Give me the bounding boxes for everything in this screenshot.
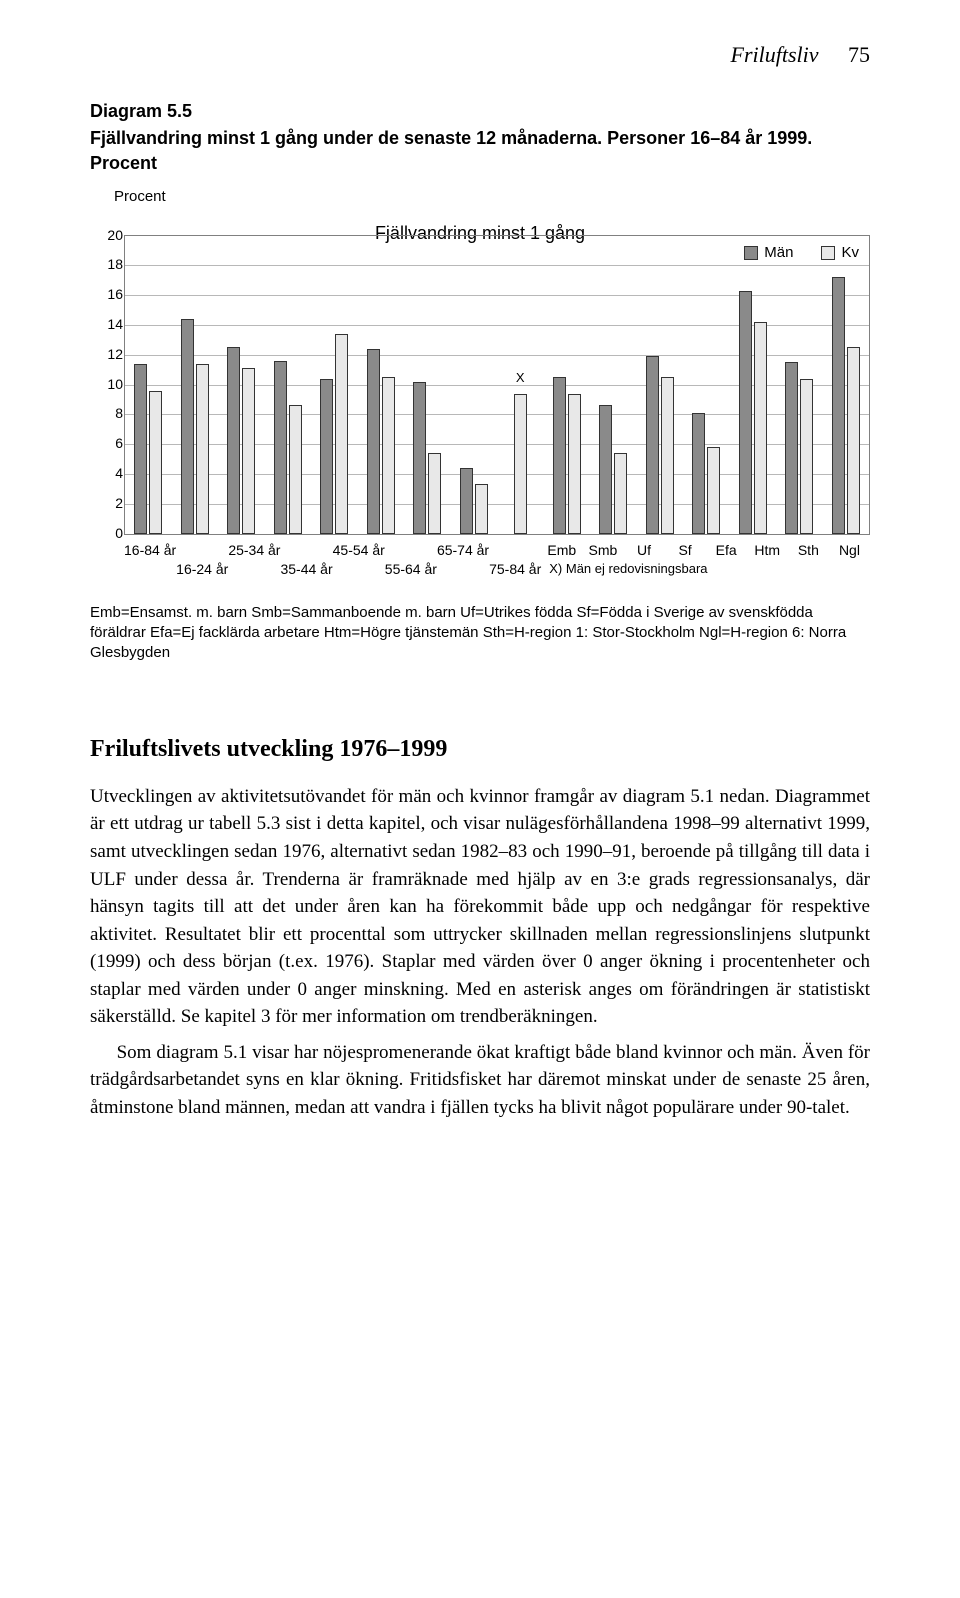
x-label: 35-44 år [280,560,332,580]
bar-group [730,236,777,534]
bar-group [265,236,312,534]
y-tick: 14 [95,315,123,335]
x-label: 45-54 år [333,541,385,561]
y-tick: 8 [95,405,123,425]
bar-man [274,361,287,534]
bar-group [451,236,498,534]
diagram-caption: Fjällvandring minst 1 gång under de sena… [90,126,870,176]
running-header: Friluftsliv 75 [90,40,870,71]
bar-man [599,405,612,533]
bar-man [553,377,566,533]
bar-kv [568,394,581,534]
bar-kv [800,379,813,534]
page-number: 75 [848,42,870,67]
bar-group [683,236,730,534]
x-label: Sf [665,541,706,561]
bar-man [739,291,752,534]
bar-group [590,236,637,534]
bar-note: X [516,369,525,387]
x-label: Uf [623,541,664,561]
bar-group [358,236,405,534]
bar-kv [614,453,627,533]
bar-group: X [497,236,544,534]
bar-group [125,236,172,534]
x-label: Sth [788,541,829,561]
bar-man [460,468,473,534]
bar-man [367,349,380,534]
chart-plot-area: Män Kv 02468101214161820 X [124,235,870,535]
x-axis-labels: 16-84 år16-24 år25-34 år35-44 år45-54 år… [124,541,870,585]
x-label: Htm [747,541,788,561]
bar-kv [335,334,348,534]
running-header-text: Friluftsliv [731,42,819,67]
body-paragraph-2: Som diagram 5.1 visar har nöjespromenera… [90,1039,870,1122]
bar-man [320,379,333,534]
diagram-key: Emb=Ensamst. m. barn Smb=Sammanboende m.… [90,603,870,664]
bar-man [134,364,147,534]
bar-man [413,382,426,534]
y-tick: 16 [95,285,123,305]
x-label: 65-74 år [437,541,489,561]
x-label: Emb [541,541,582,561]
y-tick: 4 [95,464,123,484]
bar-group [544,236,591,534]
x-label: Smb [582,541,623,561]
x-label: 16-24 år [176,560,228,580]
bar-kv [149,391,162,534]
x-label: 55-64 år [385,560,437,580]
y-axis-label: Procent [114,186,870,207]
bar-man [181,319,194,534]
x-label: 25-34 år [228,541,280,561]
bar-kv [661,377,674,533]
bar-kv [382,377,395,533]
bar-kv [196,364,209,534]
y-tick: 18 [95,256,123,276]
diagram-block: Diagram 5.5 Fjällvandring minst 1 gång u… [90,99,870,664]
y-tick: 6 [95,434,123,454]
bar-group [823,236,870,534]
bar-man [785,362,798,533]
bar-kv [707,447,720,533]
bar-man [692,413,705,534]
y-tick: 20 [95,226,123,246]
bar-kv [754,322,767,534]
x-label: 16-84 år [124,541,176,561]
bar-kv [289,405,302,533]
bar-kv [475,484,488,533]
x-label: 75-84 år [489,560,541,580]
bars-container: X [125,236,869,534]
y-axis: 02468101214161820 [95,236,123,534]
bar-man [227,347,240,533]
y-tick: 2 [95,494,123,514]
bar-kv [514,394,527,534]
bar-group [311,236,358,534]
y-tick: 0 [95,524,123,544]
bar-group [776,236,823,534]
bar-group [172,236,219,534]
y-tick: 10 [95,375,123,395]
bar-man [646,356,659,533]
bar-man [832,277,845,533]
bar-kv [242,368,255,533]
bar-group [218,236,265,534]
section-heading: Friluftslivets utveckling 1976–1999 [90,733,870,767]
bar-kv [847,347,860,533]
diagram-number: Diagram 5.5 [90,99,870,124]
body-paragraph-1: Utvecklingen av aktivitetsutövandet för … [90,783,870,1031]
chart: Procent Fjällvandring minst 1 gång Män K… [90,186,870,584]
bar-group [637,236,684,534]
y-tick: 12 [95,345,123,365]
x-redov-note: X) Män ej redovisningsbara [549,560,870,578]
bar-group [404,236,451,534]
x-label: Ngl [829,541,870,561]
x-label: Efa [706,541,747,561]
bar-kv [428,453,441,533]
